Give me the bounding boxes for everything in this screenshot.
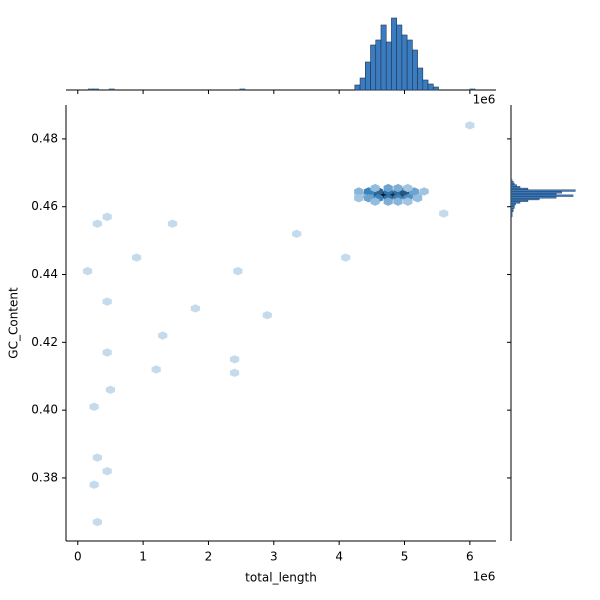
hex-cell [151, 365, 161, 374]
top-hist-bar [469, 88, 476, 91]
top-hist-bar [427, 83, 434, 91]
top-hist-bar [406, 39, 413, 91]
hex-cell [292, 229, 302, 239]
hex-cell [167, 219, 178, 228]
hex-cell [233, 266, 243, 276]
hex-cell [105, 385, 116, 394]
right-hist-bar [510, 189, 576, 192]
right-hist-bar [510, 191, 563, 194]
hex-cell [131, 253, 142, 262]
hex-cell [465, 121, 475, 130]
right-hist-bar [510, 196, 557, 199]
top-hist-bar [370, 44, 377, 91]
right-hist-bar [510, 182, 515, 185]
hex-cell [102, 466, 112, 476]
hex-cell [370, 183, 380, 193]
x-tick-label: 4 [335, 550, 343, 564]
right-hist-bar [510, 206, 515, 209]
hex-cell [229, 368, 240, 378]
right-hist-bar [510, 184, 517, 187]
y-tick-label: 0.40 [31, 403, 58, 417]
hex-cell [92, 219, 102, 228]
top-hist-bar [93, 88, 99, 91]
right-hist-bar [510, 198, 540, 201]
top-hist-bar [391, 17, 397, 91]
top-hist-bar [239, 88, 246, 91]
top-hist-bar [354, 84, 361, 91]
right-hist-bar [510, 211, 513, 214]
y-tick-label: 0.46 [31, 199, 58, 213]
x-tick-label: 1 [139, 550, 147, 564]
hex-cell [412, 194, 423, 203]
hex-cell [419, 187, 429, 196]
right-hist-bar [510, 181, 514, 184]
hex-cell [92, 517, 102, 527]
top-hist-bar [380, 24, 387, 91]
right-hist-bar [510, 209, 514, 212]
right-hist-bar [510, 192, 557, 196]
top-hist-bar [422, 79, 429, 91]
right-hist-bar [510, 214, 513, 218]
hex-cell [82, 266, 93, 276]
right-hist-bar [510, 187, 529, 190]
hex-cell [370, 197, 380, 206]
hex-cell [190, 304, 200, 313]
x-offset-label: 1e6 [473, 570, 496, 584]
hex-cell [439, 209, 449, 218]
hex-cell [393, 197, 403, 206]
top-hist-bar [375, 39, 382, 91]
right-hist-bar [510, 204, 515, 207]
hex-cell [89, 480, 99, 489]
top-hist-bar [365, 61, 371, 91]
hex-cell [393, 183, 403, 193]
top-hist-bar [87, 88, 94, 91]
hex-cell [403, 197, 413, 206]
x-tick-label: 3 [270, 550, 278, 564]
hex-cell [92, 453, 102, 462]
hex-cell [102, 348, 112, 357]
top-hist-bar [417, 67, 424, 91]
y-tick-label: 0.38 [31, 470, 58, 484]
x-tick-label: 6 [466, 550, 474, 564]
hex-cell [383, 183, 393, 193]
right-hist-bar [510, 208, 514, 211]
hex-cell [262, 311, 272, 320]
top-hist-bar [401, 34, 408, 91]
hex-cell [102, 212, 112, 222]
top-hist-bar [396, 24, 403, 91]
right-hist-bar [510, 186, 521, 189]
top-hist-bar [412, 49, 418, 91]
hex-cell [102, 297, 112, 306]
hex-cell [403, 183, 413, 193]
x-tick-label: 2 [205, 550, 213, 564]
top-hist-bar [385, 41, 392, 91]
right-hist-bar [510, 199, 529, 202]
hex-cell [158, 331, 168, 340]
y-tick-label: 0.44 [31, 267, 58, 281]
right-hist-bar [510, 203, 516, 206]
hex-cell [341, 253, 351, 262]
right-hist-bar [510, 179, 513, 182]
right-hist-bar [510, 213, 513, 216]
top-hist-bar [359, 77, 366, 91]
x-offset-label: 1e6 [473, 93, 496, 107]
top-hist-bar [432, 86, 439, 91]
top-hist-bar [108, 88, 115, 91]
hex-cell [354, 187, 364, 196]
hex-cell [354, 194, 364, 203]
right-hist-bar [510, 201, 521, 204]
x-tick-label: 5 [401, 550, 409, 564]
y-axis-label: GC_Content [7, 287, 21, 359]
right-hist-bar [510, 194, 574, 197]
hex-cell [383, 197, 393, 206]
x-axis-label: total_length [245, 571, 317, 585]
hex-cell [229, 355, 240, 364]
y-tick-label: 0.42 [31, 335, 58, 349]
x-tick-label: 0 [74, 550, 82, 564]
hex-cell [89, 402, 99, 411]
y-tick-label: 0.48 [31, 131, 58, 145]
